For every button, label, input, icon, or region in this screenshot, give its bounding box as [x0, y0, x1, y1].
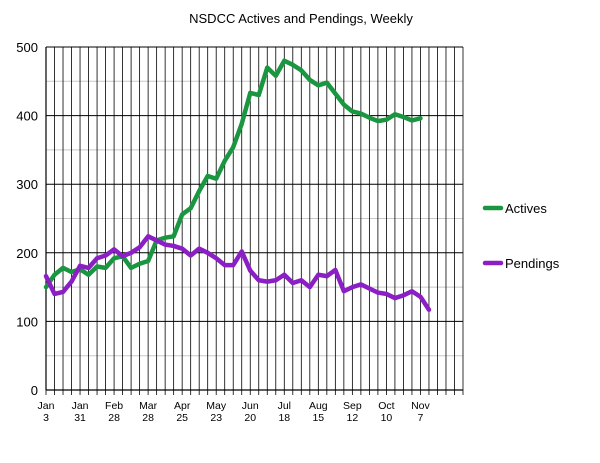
x-tick-label: Aug 15: [309, 400, 328, 424]
x-tick-label: Jan 31: [72, 400, 89, 424]
legend: Actives Pendings: [482, 201, 560, 271]
x-tick-label: Jul 18: [278, 400, 291, 424]
x-tick-label: May 23: [206, 400, 227, 424]
y-tick-label: 0: [31, 383, 38, 398]
y-axis-tick-labels: 0 100 200 300 400 500: [16, 40, 38, 398]
x-axis-tick-labels: Jan 3 Jan 31 Feb 28 Mar 28 Apr 25 May 23 Jun 20 Jul 18 A…: [38, 400, 431, 424]
y-tick-label: 100: [16, 314, 38, 329]
x-tick-label: Oct 10: [378, 400, 394, 424]
legend-label-pendings: Pendings: [505, 256, 560, 271]
series-line-pendings: [43, 234, 432, 312]
y-tick-label: 300: [16, 177, 38, 192]
y-tick-label: 500: [16, 40, 38, 55]
data-series: [43, 58, 432, 312]
legend-label-actives: Actives: [505, 201, 547, 216]
x-tick-label: Sep 12: [343, 400, 362, 424]
y-tick-label: 400: [16, 109, 38, 124]
y-tick-label: 200: [16, 246, 38, 261]
x-tick-label: Nov 7: [411, 400, 430, 424]
chart-title: NSDCC Actives and Pendings, Weekly: [189, 11, 413, 26]
grid-lines: [45, 46, 464, 391]
series-line-actives: [43, 58, 423, 290]
x-tick-label: Jan 3: [38, 400, 55, 424]
x-tick-label: Apr 25: [174, 400, 191, 424]
x-tick-label: Feb 28: [105, 400, 123, 424]
x-tick-label: Mar 28: [139, 400, 158, 424]
x-tick-label: Jun 20: [242, 400, 259, 424]
axes: [45, 47, 464, 395]
